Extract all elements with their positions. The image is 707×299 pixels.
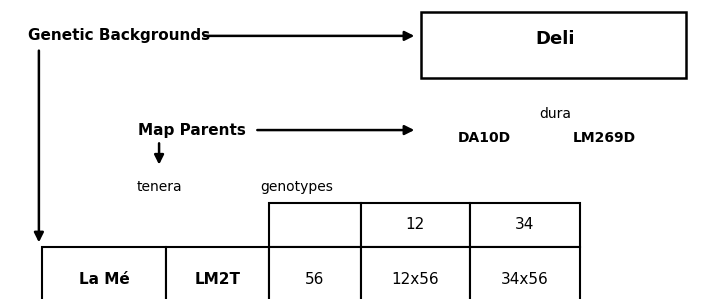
Text: 12: 12 — [406, 217, 425, 233]
Bar — [470, 247, 580, 299]
Text: LM269D: LM269D — [573, 131, 636, 144]
Text: Map Parents: Map Parents — [138, 123, 246, 138]
Text: 34: 34 — [515, 217, 534, 233]
Bar — [421, 12, 686, 78]
Text: DA10D: DA10D — [457, 131, 511, 144]
Text: 12x56: 12x56 — [392, 272, 439, 287]
Text: Deli: Deli — [535, 30, 575, 48]
Bar — [42, 247, 166, 299]
Text: genotypes: genotypes — [260, 180, 334, 194]
Text: Genetic Backgrounds: Genetic Backgrounds — [28, 28, 211, 43]
Text: 56: 56 — [305, 272, 325, 287]
Text: 34x56: 34x56 — [501, 272, 549, 287]
Text: dura: dura — [539, 107, 571, 120]
Bar — [269, 203, 361, 247]
Bar — [166, 247, 269, 299]
Text: tenera: tenera — [136, 180, 182, 194]
Text: LM2T: LM2T — [194, 272, 240, 287]
Bar — [269, 247, 361, 299]
Bar — [470, 203, 580, 247]
Bar — [361, 203, 470, 247]
Text: La Mé: La Mé — [79, 272, 129, 287]
Bar — [361, 247, 470, 299]
